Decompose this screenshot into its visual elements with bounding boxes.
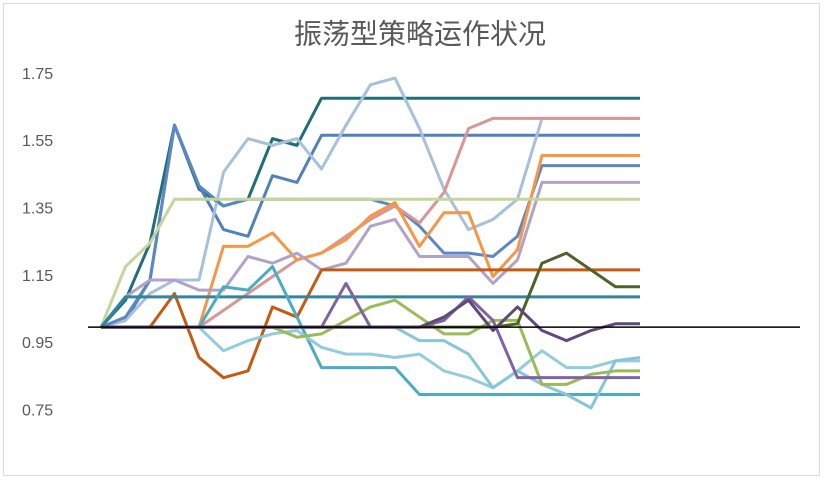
series-line <box>99 197 640 328</box>
series-line <box>101 268 640 380</box>
y-tick-label: 1.35 <box>22 201 53 218</box>
series-line <box>99 180 640 329</box>
y-tick-label: 1.75 <box>22 66 53 83</box>
y-tick-label: 1.55 <box>22 133 53 150</box>
chart-border <box>3 3 820 476</box>
y-tick-label: 1.15 <box>22 268 53 285</box>
series-line <box>99 295 640 329</box>
y-tick-label: 0.75 <box>22 403 53 420</box>
chart-title: 振荡型策略运作状况 <box>294 18 546 50</box>
y-tick-label: 0.95 <box>22 335 53 352</box>
